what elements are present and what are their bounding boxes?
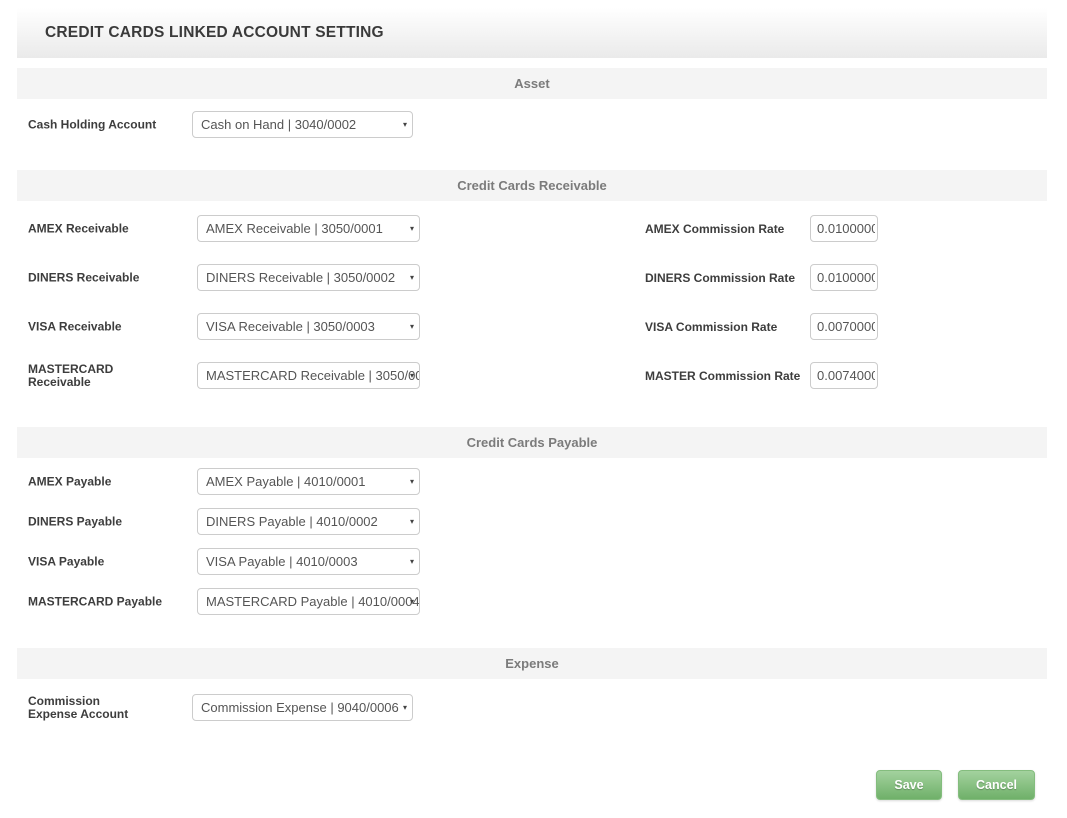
field-label: DINERS Payable <box>28 514 123 528</box>
chevron-down-icon: ▾ <box>409 596 414 606</box>
section-header-expense: Expense <box>17 648 1047 679</box>
select-value: DINERS Receivable | 3050/0002 <box>206 270 396 285</box>
select-value: VISA Receivable | 3050/0003 <box>206 319 375 334</box>
cash-holding-account-select[interactable]: Cash on Hand | 3040/0002 ▾ <box>192 111 413 138</box>
field-label: Cash Holding Account <box>28 117 157 131</box>
select-value: MASTERCARD Payable | 4010/0004 <box>206 594 420 609</box>
form-row-visa-payable: VISA Payable VISA Payable | 4010/0003 ▾ <box>17 548 1047 575</box>
action-buttons: Save Cancel <box>17 770 1047 800</box>
field-label: AMEX Payable <box>28 474 112 488</box>
page-title: CREDIT CARDS LINKED ACCOUNT SETTING <box>45 24 384 41</box>
select-value: Commission Expense | 9040/0006 <box>201 700 399 715</box>
select-value: VISA Payable | 4010/0003 <box>206 554 358 569</box>
commission-expense-account-select[interactable]: Commission Expense | 9040/0006 ▾ <box>192 694 413 721</box>
chevron-down-icon: ▾ <box>409 476 414 486</box>
section-title: Credit Cards Receivable <box>457 178 607 193</box>
select-value: AMEX Payable | 4010/0001 <box>206 474 366 489</box>
amex-payable-select[interactable]: AMEX Payable | 4010/0001 ▾ <box>197 468 420 495</box>
chevron-down-icon: ▾ <box>409 223 414 233</box>
diners-payable-select[interactable]: DINERS Payable | 4010/0002 ▾ <box>197 508 420 535</box>
field-label: AMEX Receivable <box>28 221 129 235</box>
select-value: DINERS Payable | 4010/0002 <box>206 514 378 529</box>
section-header-payable: Credit Cards Payable <box>17 427 1047 458</box>
diners-receivable-select[interactable]: DINERS Receivable | 3050/0002 ▾ <box>197 264 420 291</box>
form-row-diners-payable: DINERS Payable DINERS Payable | 4010/000… <box>17 508 1047 535</box>
rate-label: AMEX Commission Rate <box>645 221 785 236</box>
amex-receivable-select[interactable]: AMEX Receivable | 3050/0001 ▾ <box>197 215 420 242</box>
settings-page: CREDIT CARDS LINKED ACCOUNT SETTING Asse… <box>17 8 1047 800</box>
diners-commission-rate-input[interactable] <box>810 264 878 291</box>
visa-commission-rate-input[interactable] <box>810 313 878 340</box>
form-row-amex-receivable: AMEX Receivable AMEX Receivable | 3050/0… <box>17 215 1047 242</box>
mastercard-payable-select[interactable]: MASTERCARD Payable | 4010/0004 ▾ <box>197 588 420 615</box>
select-value: MASTERCARD Receivable | 3050/0004 <box>206 368 420 383</box>
section-title: Expense <box>505 656 559 671</box>
section-header-asset: Asset <box>17 68 1047 99</box>
select-value: AMEX Receivable | 3050/0001 <box>206 221 383 236</box>
visa-payable-select[interactable]: VISA Payable | 4010/0003 ▾ <box>197 548 420 575</box>
form-row-mastercard-payable: MASTERCARD Payable MASTERCARD Payable | … <box>17 588 1047 615</box>
form-row-mastercard-receivable: MASTERCARD Receivable MASTERCARD Receiva… <box>17 362 1047 389</box>
form-row-diners-receivable: DINERS Receivable DINERS Receivable | 30… <box>17 264 1047 291</box>
field-label: VISA Payable <box>28 554 105 568</box>
rate-label: MASTER Commission Rate <box>645 368 801 383</box>
chevron-down-icon: ▾ <box>409 516 414 526</box>
field-label: MASTERCARD Receivable <box>28 361 114 389</box>
page-header: CREDIT CARDS LINKED ACCOUNT SETTING <box>17 8 1047 58</box>
save-button[interactable]: Save <box>876 770 942 800</box>
mastercard-receivable-select[interactable]: MASTERCARD Receivable | 3050/0004 ▾ <box>197 362 420 389</box>
chevron-down-icon: ▾ <box>409 556 414 566</box>
rate-label: VISA Commission Rate <box>645 319 778 334</box>
visa-receivable-select[interactable]: VISA Receivable | 3050/0003 ▾ <box>197 313 420 340</box>
chevron-down-icon: ▾ <box>409 321 414 331</box>
form-row-visa-receivable: VISA Receivable VISA Receivable | 3050/0… <box>17 313 1047 340</box>
section-header-receivable: Credit Cards Receivable <box>17 170 1047 201</box>
field-label: Commission Expense Account <box>28 693 129 721</box>
section-title: Credit Cards Payable <box>466 435 598 450</box>
amex-commission-rate-input[interactable] <box>810 215 878 242</box>
form-row-amex-payable: AMEX Payable AMEX Payable | 4010/0001 ▾ <box>17 468 1047 495</box>
cancel-button[interactable]: Cancel <box>958 770 1035 800</box>
field-label: DINERS Receivable <box>28 270 140 284</box>
rate-label: DINERS Commission Rate <box>645 270 796 285</box>
section-title: Asset <box>514 76 550 91</box>
form-row-cash-holding: Cash Holding Account Cash on Hand | 3040… <box>17 111 1047 138</box>
field-label: MASTERCARD Payable <box>28 594 163 608</box>
chevron-down-icon: ▾ <box>409 272 414 282</box>
form-row-commission-expense: Commission Expense Account Commission Ex… <box>17 694 1047 721</box>
master-commission-rate-input[interactable] <box>810 362 878 389</box>
chevron-down-icon: ▾ <box>402 702 407 712</box>
chevron-down-icon: ▾ <box>402 119 407 129</box>
select-value: Cash on Hand | 3040/0002 <box>201 117 357 132</box>
field-label: VISA Receivable <box>28 319 122 333</box>
chevron-down-icon: ▾ <box>409 370 414 380</box>
